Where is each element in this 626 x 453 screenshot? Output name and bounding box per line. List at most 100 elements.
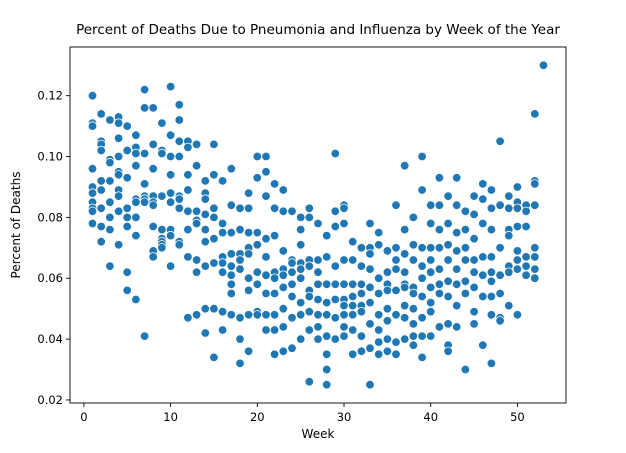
data-point	[200, 236, 211, 247]
data-point	[122, 285, 132, 296]
data-point	[226, 279, 237, 290]
data-point	[408, 240, 419, 250]
data-point	[87, 121, 98, 131]
data-point	[521, 221, 531, 232]
data-point	[269, 288, 280, 299]
data-point	[434, 322, 445, 332]
data-point	[313, 322, 323, 332]
data-point	[131, 160, 141, 171]
data-point	[261, 252, 271, 262]
data-point	[530, 179, 540, 189]
data-point	[486, 276, 497, 287]
data-point	[478, 179, 488, 189]
data-point	[469, 282, 479, 293]
data-point	[426, 307, 436, 317]
data-point	[426, 282, 436, 293]
data-point	[322, 349, 332, 360]
data-point	[122, 212, 132, 223]
data-point	[391, 285, 401, 296]
data-point	[122, 267, 132, 277]
data-point	[139, 197, 150, 207]
data-point	[495, 200, 505, 210]
data-point	[478, 218, 488, 229]
data-point	[304, 212, 315, 223]
data-point	[252, 267, 262, 277]
x-tick-label: 30	[337, 410, 352, 424]
data-point	[322, 380, 332, 390]
data-point	[261, 167, 271, 177]
data-point	[235, 255, 245, 265]
data-point	[122, 203, 132, 214]
data-point	[304, 307, 315, 317]
data-point	[278, 206, 289, 217]
data-point	[287, 258, 297, 268]
data-point	[339, 310, 349, 320]
data-point	[261, 270, 271, 280]
data-point	[139, 331, 150, 341]
data-point	[235, 224, 245, 235]
data-point	[460, 206, 471, 217]
data-point	[165, 261, 176, 271]
data-point	[330, 294, 341, 305]
data-point	[304, 377, 315, 387]
data-point	[148, 163, 158, 174]
data-point	[443, 255, 453, 265]
data-point	[313, 218, 323, 229]
data-point	[486, 267, 497, 277]
data-point	[417, 243, 427, 253]
data-point	[304, 291, 315, 302]
data-point	[252, 240, 262, 250]
data-point	[261, 310, 271, 320]
data-point	[217, 218, 228, 229]
data-point	[408, 255, 419, 265]
data-point	[374, 273, 384, 283]
data-point	[348, 279, 358, 290]
data-point	[226, 249, 237, 259]
data-point	[339, 203, 349, 214]
data-point	[243, 273, 254, 283]
data-point	[235, 264, 245, 274]
data-point	[243, 188, 254, 198]
data-point	[374, 310, 384, 320]
data-point	[417, 313, 427, 323]
data-point	[486, 291, 497, 302]
data-point	[217, 227, 228, 238]
data-point	[512, 310, 523, 320]
data-point	[339, 322, 349, 332]
data-point	[417, 185, 427, 195]
data-point	[365, 249, 375, 259]
data-point	[426, 200, 436, 210]
data-point	[113, 206, 124, 217]
data-point	[469, 191, 479, 201]
data-point	[322, 364, 332, 375]
data-point	[443, 276, 453, 287]
data-point	[356, 307, 367, 317]
data-point	[183, 313, 193, 323]
data-point	[365, 380, 375, 390]
y-tick-label: 0.08	[37, 210, 63, 224]
data-point	[391, 255, 401, 265]
data-point	[148, 200, 158, 210]
data-point	[452, 264, 462, 274]
data-point	[131, 148, 141, 159]
data-point	[313, 334, 323, 344]
data-point	[217, 258, 228, 268]
data-point	[139, 103, 150, 113]
data-point	[87, 206, 98, 217]
data-point	[495, 136, 505, 147]
data-point	[226, 227, 237, 238]
data-point	[278, 282, 289, 293]
data-point	[400, 334, 410, 344]
data-point	[469, 233, 479, 244]
data-point	[469, 209, 479, 220]
data-point	[382, 267, 393, 277]
data-point	[183, 185, 193, 195]
data-point	[486, 252, 497, 262]
x-tick-label: 50	[510, 410, 525, 424]
data-point	[504, 203, 514, 214]
data-point	[217, 176, 228, 186]
data-point	[278, 304, 289, 314]
data-point	[478, 270, 488, 280]
data-point	[512, 221, 523, 232]
data-point	[131, 197, 141, 207]
